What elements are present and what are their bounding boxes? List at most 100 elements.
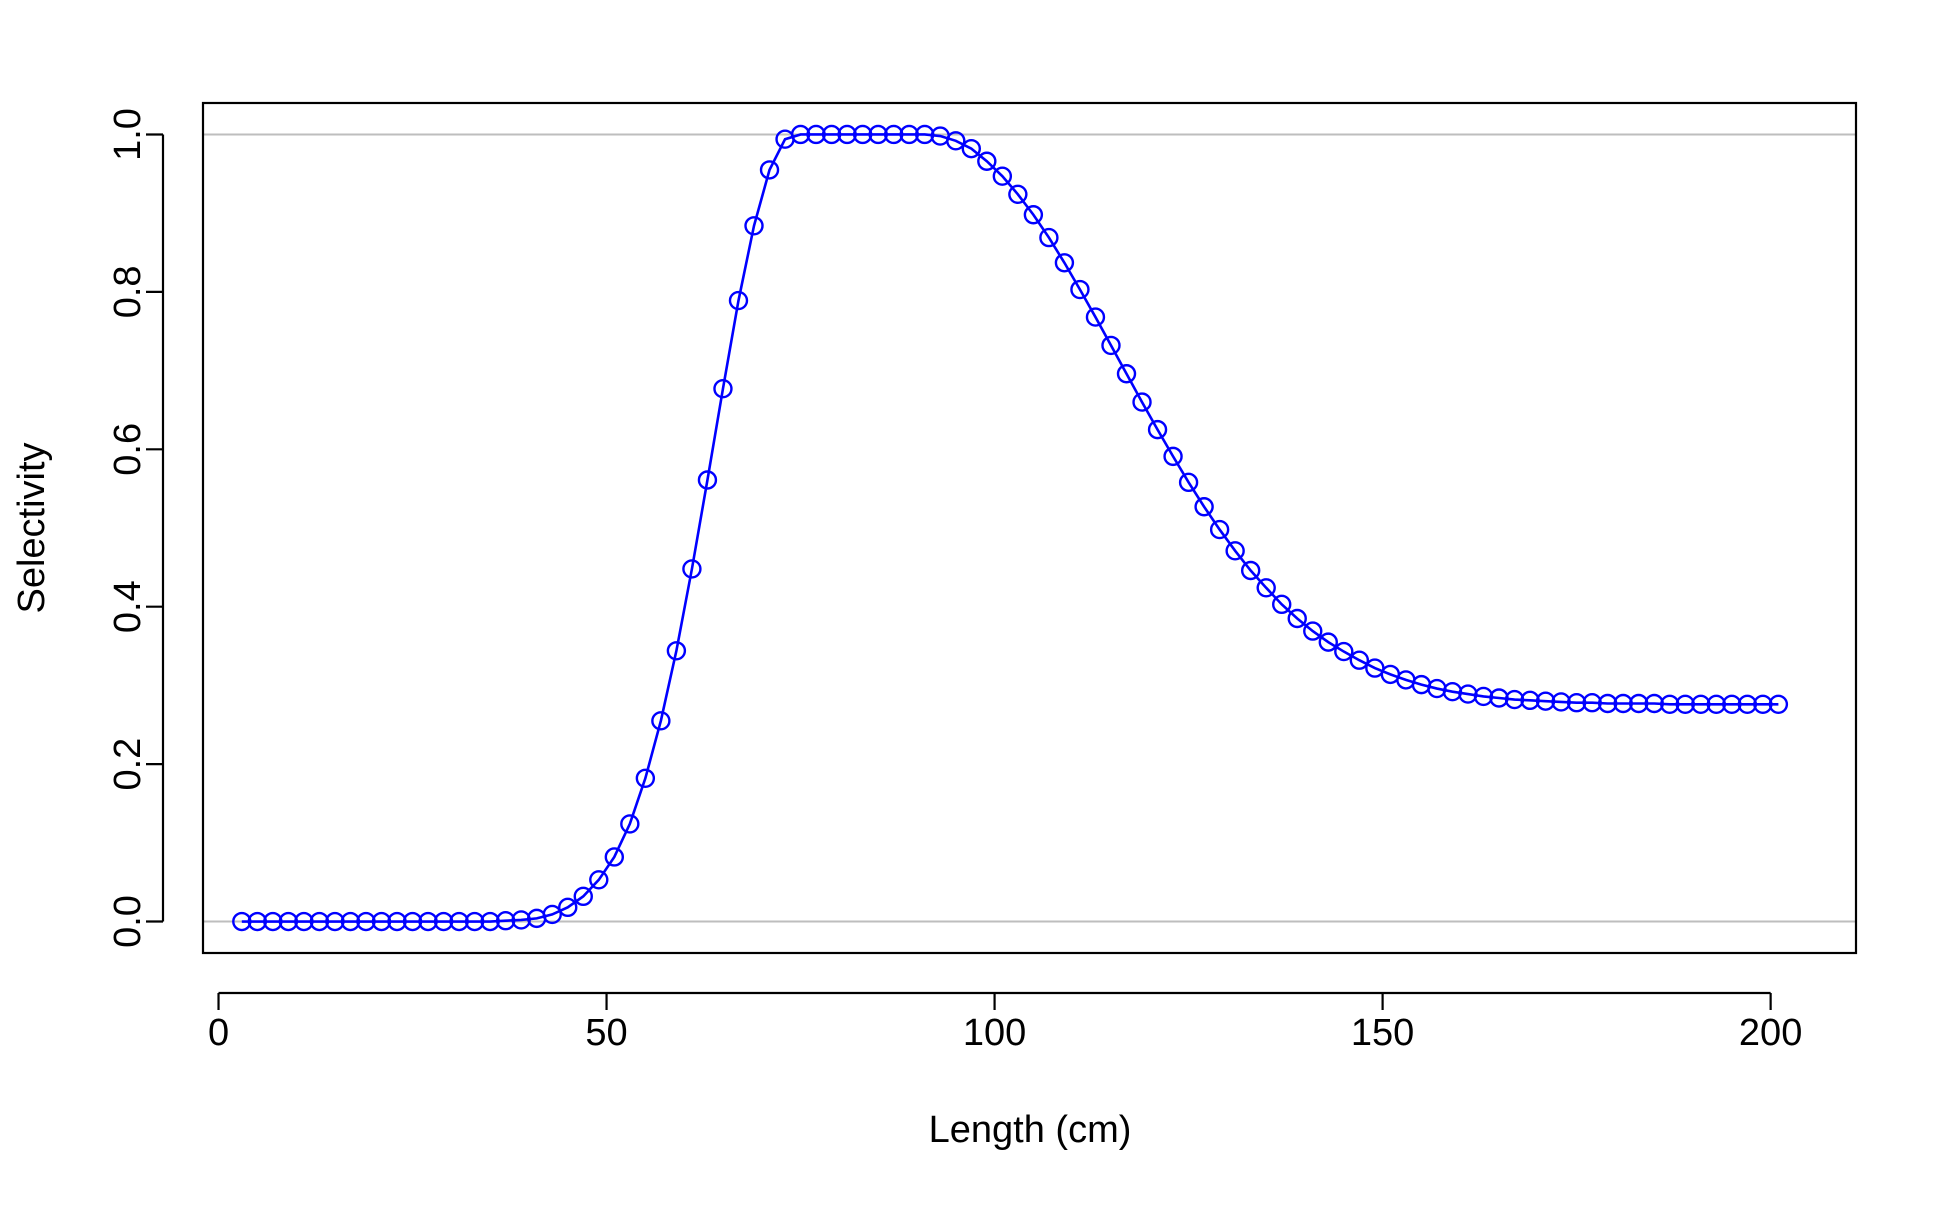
data-point — [821, 124, 842, 145]
data-point — [1628, 693, 1649, 714]
data-point — [495, 911, 516, 931]
x-tick-label: 0 — [208, 1012, 229, 1054]
data-point — [1660, 694, 1680, 714]
data-point — [946, 131, 966, 151]
data-point — [1303, 621, 1323, 641]
data-point — [1489, 688, 1509, 708]
data-point — [620, 814, 640, 834]
y-tick-label: 0.6 — [107, 423, 149, 476]
x-ticks: 0 50 100 150 200 — [208, 993, 1802, 1054]
data-point — [728, 290, 749, 311]
data-point — [666, 641, 687, 661]
data-point — [1566, 693, 1587, 713]
y-tick-label: 0.4 — [107, 580, 149, 633]
data-point — [1535, 691, 1556, 711]
data-point — [1008, 184, 1028, 205]
data-point — [1768, 694, 1789, 714]
data-point — [806, 124, 826, 145]
data-point — [1147, 419, 1168, 440]
data-point — [511, 910, 531, 930]
data-point — [1132, 392, 1152, 412]
y-axis-label: Selectivity — [11, 442, 53, 613]
data-point — [1706, 694, 1727, 714]
data-point — [713, 378, 733, 399]
data-point — [1318, 632, 1338, 652]
data-point — [1551, 692, 1571, 712]
data-point — [1101, 335, 1121, 356]
data-point — [464, 911, 485, 932]
data-point — [1070, 279, 1090, 300]
x-tick-label: 150 — [1351, 1012, 1414, 1054]
data-point — [759, 160, 780, 180]
data-point — [1256, 578, 1276, 598]
data-point — [387, 911, 407, 932]
data-point — [1240, 560, 1261, 581]
data-point — [1023, 205, 1044, 225]
data-point — [263, 911, 283, 932]
selectivity-points — [232, 124, 1789, 932]
x-axis-label: Length (cm) — [929, 1109, 1132, 1151]
data-point — [1597, 693, 1618, 714]
data-point — [790, 124, 811, 145]
y-axis: 0.0 0.2 0.4 0.6 0.8 1.0 — [107, 108, 165, 948]
data-point — [1039, 227, 1059, 248]
data-point — [1753, 694, 1773, 714]
data-point — [697, 470, 718, 490]
y-tick-label: 0.8 — [107, 265, 149, 318]
y-tick-label: 0.0 — [107, 895, 149, 948]
data-point — [480, 911, 500, 932]
data-point — [604, 847, 625, 867]
data-point — [868, 124, 888, 145]
data-point — [558, 897, 578, 918]
data-point — [1116, 364, 1137, 384]
x-tick-label: 50 — [585, 1012, 627, 1054]
data-point — [837, 124, 857, 145]
data-point — [651, 711, 671, 731]
x-tick-label: 100 — [963, 1012, 1026, 1054]
data-point — [1737, 694, 1758, 714]
data-point — [340, 911, 361, 932]
data-point — [247, 911, 268, 932]
data-point — [1504, 689, 1525, 710]
x-tick-label: 200 — [1739, 1012, 1802, 1054]
data-point — [1209, 519, 1230, 540]
data-point — [1334, 641, 1354, 662]
data-point — [433, 911, 454, 932]
data-point — [371, 911, 392, 932]
data-point — [1085, 307, 1106, 327]
data-point — [915, 124, 935, 145]
data-point — [977, 151, 997, 171]
data-point — [899, 124, 919, 145]
data-point — [1349, 650, 1370, 670]
y-ticks: 0.0 0.2 0.4 0.6 0.8 1.0 — [107, 108, 163, 948]
x-axis: 0 50 100 150 200 — [208, 991, 1802, 1054]
data-point — [589, 870, 609, 890]
data-point — [682, 559, 702, 579]
data-point — [1163, 446, 1183, 467]
data-point — [402, 911, 423, 932]
data-point — [883, 124, 904, 145]
data-point — [1287, 608, 1307, 629]
data-point — [278, 911, 299, 932]
data-point — [1691, 694, 1711, 714]
data-point — [852, 124, 873, 145]
data-point — [309, 911, 330, 932]
data-point — [1582, 693, 1602, 713]
plot-frame — [201, 101, 1858, 955]
data-point — [356, 911, 376, 932]
data-point — [1178, 472, 1199, 493]
data-point — [294, 911, 314, 932]
data-point — [325, 911, 345, 932]
data-point — [1613, 693, 1633, 714]
data-point — [1272, 594, 1292, 615]
data-point — [1054, 253, 1075, 273]
series-layer — [232, 124, 1789, 932]
data-point — [1194, 497, 1214, 517]
data-point — [744, 216, 764, 236]
data-point — [449, 911, 469, 932]
data-point — [1473, 686, 1494, 707]
data-point — [542, 904, 562, 925]
